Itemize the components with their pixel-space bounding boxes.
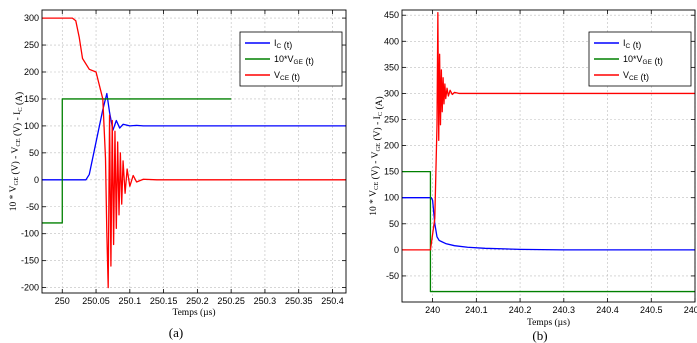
y-tick-label: 50	[29, 148, 39, 158]
y-tick-label: -200	[21, 283, 39, 293]
legend: IC (t) 10*VGE (t) VCE (t)	[588, 31, 692, 87]
plot-frame	[401, 9, 696, 303]
series-line-2	[42, 98, 232, 224]
y-tick-label: 0	[34, 175, 39, 185]
series-group	[42, 17, 346, 289]
legend: IC (t) 10*VGE (t) VCE (t)	[239, 31, 343, 87]
x-tick-label: 250.4	[321, 296, 344, 306]
y-tick-label: 300	[384, 88, 399, 98]
chart-panel-a: 250 250.05 250.1 250.15 250.2 250.25 250.3 250.…	[9, 9, 347, 340]
legend-entry-3: VCE (t)	[274, 70, 300, 82]
x-tick-label: 240.1	[465, 305, 488, 315]
panel-caption: (a)	[169, 325, 183, 340]
legend-entry-1: IC (t)	[274, 38, 292, 50]
y-tick-label: 350	[384, 62, 399, 72]
y-tick-label: 200	[24, 67, 39, 77]
series-line-1	[42, 92, 346, 181]
x-tick-label: 240.3	[553, 305, 576, 315]
y-tick-label: 50	[389, 219, 399, 229]
y-tick-label: 250	[24, 40, 39, 50]
x-tick-label: 240.2	[509, 305, 532, 315]
x-tick-label: 250.05	[82, 296, 110, 306]
plot-frame	[41, 9, 347, 294]
x-tick-label: 240.4	[596, 305, 619, 315]
x-tick-label: 240.6	[684, 305, 697, 315]
x-tick-label: 240	[425, 305, 440, 315]
y-tick-label: -50	[386, 271, 399, 281]
y-tick-label: 450	[384, 10, 399, 20]
legend-entry-2: 10*VGE (t)	[274, 54, 314, 66]
x-tick-label: 250.2	[186, 296, 209, 306]
x-tick-label: 250.3	[254, 296, 277, 306]
y-tick-label: -150	[21, 256, 39, 266]
y-tick-label: 100	[24, 121, 39, 131]
x-tick-label: 250.1	[119, 296, 142, 306]
x-axis-label: Temps (µs)	[172, 307, 215, 318]
y-axis-label: 10 * VGE (V) - VCE (V) - IC (A)	[9, 92, 25, 211]
y-tick-label: -100	[21, 229, 39, 239]
y-axis-label: 10 * VCE (V) - VGE (V) - IC (A)	[369, 96, 385, 215]
legend-entry-2: 10*VGE (t)	[623, 54, 663, 66]
series-line-3	[42, 17, 346, 289]
y-tick-label: 0	[394, 245, 399, 255]
series-group	[402, 11, 695, 293]
x-tick-label: 240.5	[640, 305, 663, 315]
y-tick-label: 150	[384, 167, 399, 177]
y-tick-label: 300	[24, 13, 39, 23]
series-line-1	[402, 197, 695, 251]
series-line-2	[402, 170, 695, 293]
x-axis-label: Temps (µs)	[527, 317, 570, 328]
x-tick-label: 250.35	[285, 296, 313, 306]
panel-caption: (b)	[532, 328, 547, 343]
y-tick-label: 100	[384, 193, 399, 203]
y-tick-label: 200	[384, 141, 399, 151]
y-tick-label: 150	[24, 94, 39, 104]
y-tick-label: -50	[26, 202, 39, 212]
y-tick-label: 400	[384, 36, 399, 46]
series-line-3	[402, 11, 695, 251]
legend-entry-1: IC (t)	[623, 38, 641, 50]
x-tick-label: 250.25	[217, 296, 245, 306]
y-tick-label: 250	[384, 115, 399, 125]
chart-panel-b: 240 240.1 240.2 240.3 240.4 240.5 240.6 -50 0 50 1…	[369, 9, 697, 343]
x-tick-label: 250.15	[150, 296, 178, 306]
x-tick-label: 250	[55, 296, 70, 306]
legend-entry-3: VCE (t)	[623, 70, 649, 82]
